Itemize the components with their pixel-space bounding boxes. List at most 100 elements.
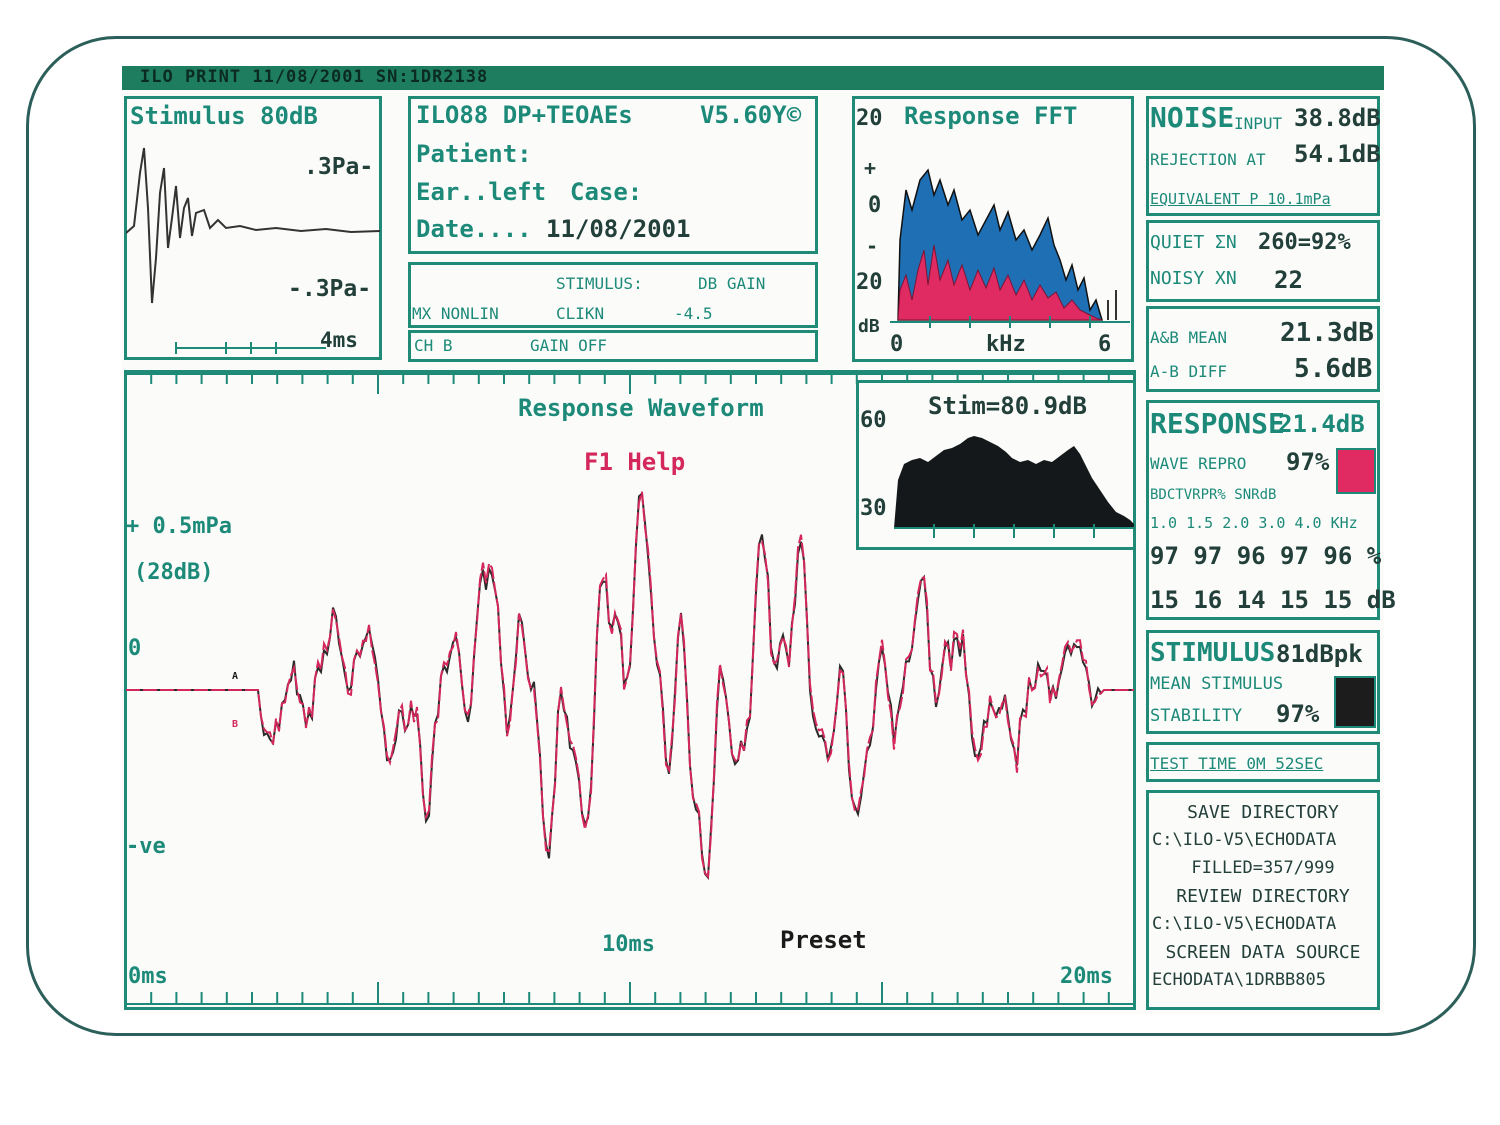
fft-y-bottom: 20 [856, 270, 883, 295]
help-hint: F1 Help [584, 448, 686, 476]
mode-mx-label: MX NONLIN [412, 304, 499, 323]
waveform-axis-ticks [126, 373, 1134, 1005]
case-label: Case: [570, 178, 643, 206]
stimulus-title: Stimulus 80dB [130, 102, 318, 130]
program-name: ILO88 DP+TEOAEs [416, 101, 633, 129]
mode-click-label: CLIKN [556, 304, 605, 323]
rejection-label: REJECTION AT [1150, 150, 1266, 169]
date-value: 11/08/2001 [546, 215, 691, 243]
wave-repro-label: WAVE REPRO [1150, 454, 1247, 473]
time-start-label: 0ms [128, 964, 168, 989]
mean-stimulus-label: MEAN STIMULUS [1150, 674, 1284, 694]
amplitude-label: + 0.5mPa [126, 514, 232, 539]
screen-frame [26, 36, 1476, 1036]
stim-spectrum-title: Stim=80.9dB [928, 392, 1087, 420]
waveform-title: Response Waveform [518, 394, 764, 422]
fft-panel [852, 96, 1134, 362]
response-value: 21.4dB [1278, 410, 1365, 438]
diff-label: A-B DIFF [1150, 362, 1228, 381]
mode-db-gain-label: DB GAIN [698, 274, 766, 293]
response-label: RESPONSE [1150, 407, 1285, 440]
test-time-label: TEST TIME 0M 52SEC [1150, 754, 1324, 773]
response-indicator [1336, 448, 1376, 494]
waveform-panel [124, 370, 1136, 1010]
time-mid-label: 10ms [602, 932, 655, 957]
stimulus-level-value: 81dBpk [1276, 640, 1363, 668]
stim-y-top: 60 [860, 408, 887, 433]
noise-input-label: INPUT [1234, 114, 1283, 133]
review-directory-title: REVIEW DIRECTORY [1176, 886, 1350, 907]
channel-panel [408, 330, 818, 362]
mean-value: 21.3dB [1280, 318, 1374, 348]
mean-label: A&B MEAN [1150, 328, 1228, 347]
preset-label: Preset [780, 926, 867, 954]
fft-y-plus: + [864, 156, 877, 180]
patient-label: Patient: [416, 140, 532, 168]
directory-panel [1146, 790, 1380, 1010]
stimulus-pos-label: .3Pa- [304, 154, 374, 180]
fft-x-end: 6 [1098, 332, 1112, 357]
stimulus-waveform [126, 147, 380, 354]
zero-label: 0 [128, 636, 142, 661]
save-directory-path: C:\ILO-V5\ECHODATA [1152, 830, 1337, 850]
quiet-label: QUIET ΣN [1150, 232, 1237, 253]
rejection-value: 54.1dB [1294, 140, 1381, 168]
mean-panel [1146, 306, 1380, 392]
ear-label: Ear..left [416, 178, 547, 206]
test-time-panel [1146, 742, 1380, 782]
stimulus-stability-panel [1146, 630, 1380, 734]
info-panel [408, 96, 818, 254]
ilo-screen [122, 66, 1384, 1014]
marker-a: A [232, 671, 239, 682]
marker-b: B [232, 719, 239, 730]
program-version: V5.60Y© [700, 101, 802, 129]
fft-y-top: 20 [856, 106, 883, 131]
screen-data-source-path: ECHODATA\1DRBB805 [1152, 970, 1326, 990]
amplitude-db-label: (28dB) [134, 560, 214, 585]
mode-panel [408, 262, 818, 328]
band-snr-row: 15 16 14 15 15 dB [1150, 586, 1396, 614]
response-waveform [126, 491, 1134, 880]
fft-spectrum [890, 168, 1130, 328]
title-bar-text: ILO PRINT 11/08/2001 SN:1DR2138 [140, 67, 489, 87]
fft-x-unit: kHz [986, 332, 1026, 357]
channel-label: CH B [414, 336, 453, 355]
fft-x-start: 0 [890, 332, 904, 357]
stability-label: STABILITY [1150, 706, 1243, 726]
stim-spectrum-plot [894, 436, 1134, 538]
time-end-label: 20ms [1060, 964, 1113, 989]
fft-title: Response FFT [904, 102, 1078, 130]
save-directory-title: SAVE DIRECTORY [1187, 802, 1339, 823]
wave-repro-value: 97% [1286, 448, 1330, 476]
equivalent-label: EQUIVALENT P 10.1mPa [1150, 190, 1331, 208]
date-label: Date.... [416, 215, 532, 243]
quiet-panel [1146, 220, 1380, 302]
stimulus-indicator [1334, 676, 1376, 728]
negative-label: -ve [126, 834, 166, 859]
band-header: BDCTVRPR% SNRdB [1150, 487, 1277, 503]
noisy-value: 22 [1274, 266, 1303, 294]
band-repro-row: 97 97 96 97 96 % [1150, 542, 1382, 570]
title-bar: ILO PRINT 11/08/2001 SN:1DR2138 [122, 66, 1384, 90]
screen-data-source-title: SCREEN DATA SOURCE [1165, 942, 1361, 963]
noise-label: NOISE [1150, 101, 1235, 134]
stimulus-panel [124, 96, 382, 360]
mode-stimulus-label: STIMULUS: [556, 274, 643, 293]
fft-db-unit: dB [858, 316, 880, 337]
noisy-label: NOISY XN [1150, 268, 1237, 289]
response-panel [1146, 400, 1380, 620]
filled-count: FILLED=357/999 [1191, 858, 1335, 878]
band-frequencies: 1.0 1.5 2.0 3.0 4.0 KHz [1150, 514, 1358, 532]
review-directory-path: C:\ILO-V5\ECHODATA [1152, 914, 1337, 934]
noise-input-value: 38.8dB [1294, 104, 1381, 132]
stim-y-bottom: 30 [860, 496, 887, 521]
stimulus-time-label: 4ms [320, 328, 358, 352]
stimulus-neg-label: -.3Pa- [288, 276, 372, 302]
gain-off-label: GAIN OFF [530, 336, 608, 355]
stability-value: 97% [1276, 700, 1320, 728]
diff-value: 5.6dB [1294, 354, 1373, 384]
quiet-value: 260=92% [1258, 230, 1351, 255]
mode-gain-value: -4.5 [674, 304, 713, 323]
fft-y-zero: 0 [868, 193, 882, 218]
fft-y-minus: - [866, 234, 879, 258]
